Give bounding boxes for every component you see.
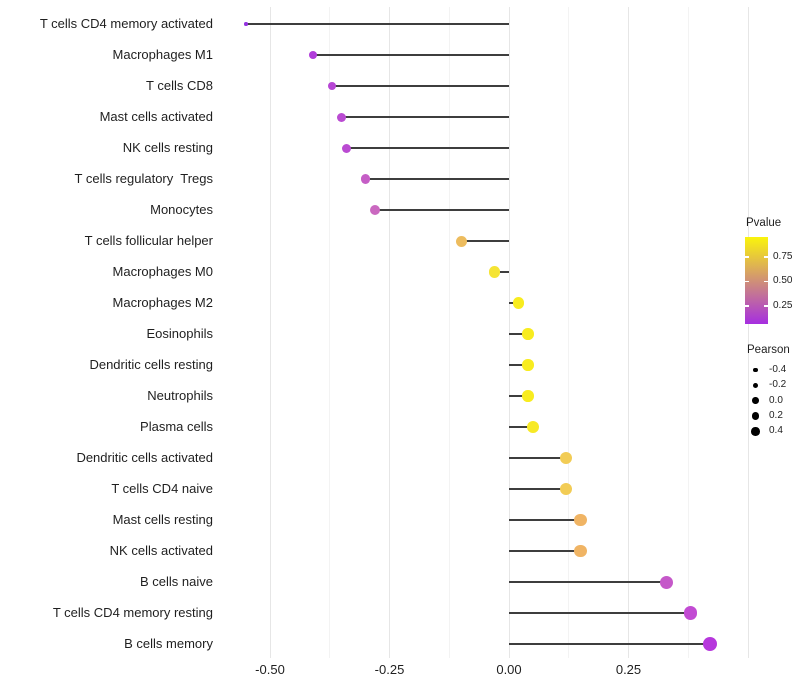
lollipop-stem xyxy=(313,54,509,56)
category-label: T cells CD4 memory resting xyxy=(52,605,213,620)
major-gridline xyxy=(269,7,271,658)
lollipop-dot xyxy=(560,452,573,464)
colorbar-tick-label: 0.50 xyxy=(773,275,793,287)
category-label: T cells CD4 memory activated xyxy=(39,16,213,31)
pearson-key-dot xyxy=(752,382,759,389)
pearson-key-dot xyxy=(752,397,759,404)
pearson-key-dot xyxy=(753,367,758,373)
category-label: T cells CD8 xyxy=(146,78,213,93)
colorbar-tick xyxy=(745,256,749,258)
x-tick-label: 0.25 xyxy=(615,662,642,677)
lollipop-dot xyxy=(702,637,717,651)
lollipop-stem xyxy=(509,364,529,366)
category-label: B cells naive xyxy=(140,574,213,589)
pearson-key-label: 0.0 xyxy=(769,394,783,406)
lollipop-stem xyxy=(461,240,509,242)
category-label: Macrophages M2 xyxy=(112,295,213,310)
category-label: Macrophages M0 xyxy=(112,264,213,279)
category-label: NK cells resting xyxy=(122,140,213,155)
lollipop-dot xyxy=(522,328,534,340)
category-label: T cells follicular helper xyxy=(84,233,213,248)
colorbar-tick xyxy=(745,280,749,283)
pearson-key-label: -0.4 xyxy=(769,364,787,375)
colorbar-tick-label: 0.25 xyxy=(773,299,793,311)
x-tick-label: 0.00 xyxy=(496,662,522,677)
lollipop-stem xyxy=(246,23,509,25)
lollipop-stem xyxy=(494,271,509,273)
pvalue-legend-title: Pvalue xyxy=(746,217,782,229)
category-label: Macrophages M1 xyxy=(112,47,213,62)
category-label: Eosinophils xyxy=(146,326,214,341)
category-label: Mast cells resting xyxy=(112,512,213,527)
major-gridline xyxy=(747,7,749,658)
pearson-key-dot xyxy=(751,412,760,420)
x-tick-label: -0.50 xyxy=(255,662,285,677)
category-label: NK cells activated xyxy=(109,543,213,558)
lollipop-stem xyxy=(509,581,667,583)
lollipop-stem xyxy=(346,147,509,149)
colorbar-tick xyxy=(764,256,768,258)
category-label: Monocytes xyxy=(150,202,213,217)
lollipop-stem xyxy=(509,643,710,645)
category-label: T cells CD4 naive xyxy=(111,481,213,496)
category-label: Dendritic cells resting xyxy=(89,357,213,372)
pearson-key-label: 0.4 xyxy=(769,425,783,437)
category-label: Dendritic cells activated xyxy=(76,450,213,465)
lollipop-dot xyxy=(683,606,698,620)
lollipop-dot xyxy=(526,421,539,433)
lollipop-dot xyxy=(337,112,347,122)
lollipop-stem xyxy=(509,426,533,428)
pearson-key-dot xyxy=(751,427,760,436)
lollipop-dot xyxy=(327,81,337,91)
lollipop-stem xyxy=(509,612,691,614)
colorbar-tick xyxy=(745,305,749,307)
major-gridline xyxy=(628,7,629,658)
colorbar-tick xyxy=(764,305,768,307)
lollipop-stem xyxy=(375,209,509,211)
pearson-key-label: 0.2 xyxy=(769,409,783,421)
lollipop-dot xyxy=(560,483,573,495)
lollipop-dot xyxy=(370,205,381,215)
lollipop-dot xyxy=(522,390,534,402)
minor-gridline xyxy=(687,7,689,658)
lollipop-stem xyxy=(509,488,567,490)
lollipop-stem xyxy=(341,116,509,118)
x-tick-label: -0.25 xyxy=(374,662,405,677)
category-label: T cells regulatory Tregs xyxy=(74,171,213,186)
category-label: Neutrophils xyxy=(147,388,213,403)
category-label: Mast cells activated xyxy=(99,109,213,124)
lollipop-dot xyxy=(488,266,501,278)
lollipop-stem xyxy=(509,333,529,335)
colorbar-tick-label: 0.75 xyxy=(773,250,793,262)
lollipop-dot xyxy=(512,297,525,309)
minor-gridline xyxy=(448,7,450,658)
lollipop-dot xyxy=(574,544,587,558)
minor-gridline xyxy=(329,7,331,658)
lollipop-dot xyxy=(244,22,248,26)
lollipop-stem xyxy=(365,178,509,180)
lollipop-dot xyxy=(574,513,587,527)
major-gridline xyxy=(389,7,390,658)
lollipop-dot xyxy=(522,359,534,371)
category-label: B cells memory xyxy=(124,636,213,651)
lollipop-stem xyxy=(332,85,509,87)
lollipop-dot xyxy=(341,143,351,153)
lollipop-dot xyxy=(360,174,371,184)
pearson-key-label: -0.2 xyxy=(769,379,787,391)
minor-gridline xyxy=(568,7,570,658)
pvalue-colorbar xyxy=(745,237,768,324)
lollipop-dot xyxy=(309,51,318,59)
pearson-legend-title: Pearson xyxy=(747,344,790,356)
lollipop-dot xyxy=(660,575,674,589)
lollipop-stem xyxy=(509,550,581,552)
major-gridline xyxy=(508,7,510,658)
lollipop-stem xyxy=(509,395,529,397)
category-label: Plasma cells xyxy=(140,419,213,434)
lollipop-stem xyxy=(509,519,581,521)
colorbar-tick xyxy=(764,280,768,283)
lollipop-dot xyxy=(455,235,467,247)
lollipop-stem xyxy=(509,457,567,459)
